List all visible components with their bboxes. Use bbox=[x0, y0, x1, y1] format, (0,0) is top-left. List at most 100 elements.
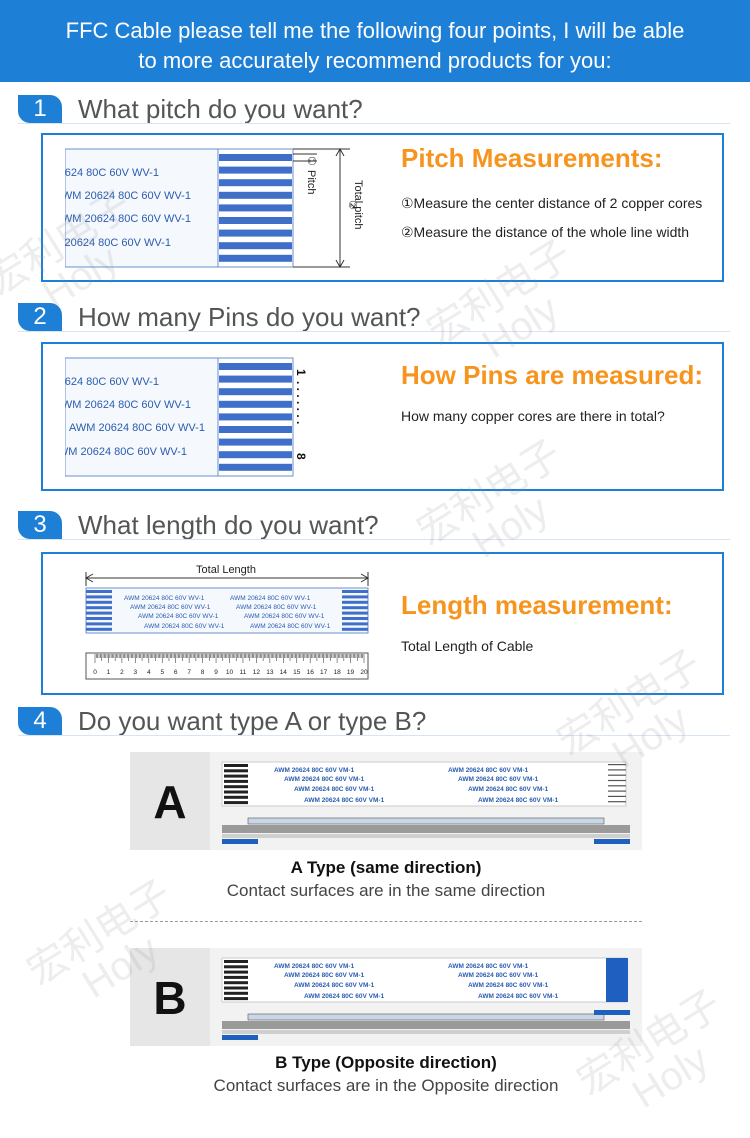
type-title: B Type (Opposite direction) bbox=[275, 1053, 497, 1072]
letter-box bbox=[130, 948, 210, 1046]
cable-print: AWM 20624 80C 60V VM-1 bbox=[468, 786, 549, 793]
side-view bbox=[222, 1021, 630, 1029]
side-view bbox=[247, 1013, 605, 1021]
cable-print: AWM 20624 80C 60V VM-1 bbox=[274, 767, 355, 774]
copper-core bbox=[86, 617, 112, 620]
arrow bbox=[335, 147, 345, 269]
type-b-image: B AWM 20624 80C 60V VM-1 AWM 20624 80C 60V… bbox=[130, 948, 642, 1046]
cable-body bbox=[221, 761, 627, 807]
ruler-label: 5 bbox=[160, 669, 164, 676]
ruler-label: 10 bbox=[226, 669, 234, 676]
cable-print: AWM 20624 80C 60V WV-1 bbox=[65, 190, 191, 202]
copper-core bbox=[224, 764, 248, 767]
type-title: A Type (same direction) bbox=[290, 858, 482, 877]
copper-core bbox=[342, 627, 368, 631]
panel bbox=[41, 552, 724, 695]
ruler-label: 17 bbox=[320, 669, 328, 676]
cable-print: AWM 20624 80C 60V VM-1 bbox=[284, 972, 365, 979]
copper-core bbox=[608, 779, 626, 782]
copper-core bbox=[224, 970, 248, 974]
ruler-label: 7 bbox=[187, 669, 191, 676]
section-question: What length do you want? bbox=[78, 510, 379, 540]
copper-core bbox=[224, 981, 248, 985]
panel bbox=[41, 133, 724, 282]
divider bbox=[18, 331, 730, 332]
side-view bbox=[222, 1030, 630, 1034]
cable-print: AWM 20624 80C 60V VM-1 bbox=[478, 993, 559, 1000]
copper-core bbox=[219, 363, 292, 370]
ruler-label: 3 bbox=[134, 669, 138, 676]
copper-core bbox=[342, 600, 368, 604]
copper-core bbox=[219, 166, 292, 174]
note: ①Measure the center distance of 2 copper… bbox=[401, 195, 703, 211]
copper-core bbox=[86, 590, 112, 593]
copper-core bbox=[224, 986, 248, 990]
copper-core bbox=[224, 975, 248, 979]
ruler-label: 19 bbox=[347, 669, 355, 676]
ruler-label: 8 bbox=[201, 669, 205, 676]
copper-core bbox=[224, 795, 248, 799]
length-diagram: Total Length AWM 20624 80C 60V WV-1 AWM 20… bbox=[84, 564, 370, 680]
copper-core bbox=[608, 774, 626, 776]
ruler-label: 9 bbox=[214, 669, 218, 676]
copper-core bbox=[219, 217, 292, 224]
pitch-diagram: AWM 20624 80C 60V WV-1 AWM 20624 80C 60V … bbox=[65, 147, 364, 269]
pin-label: . . . . . . . bbox=[294, 381, 308, 424]
section-number: 2 bbox=[18, 303, 62, 331]
copper-core bbox=[219, 191, 292, 199]
side-view bbox=[222, 834, 630, 838]
header-line: to more accurately recommend products fo… bbox=[138, 48, 612, 73]
copper-core bbox=[224, 997, 248, 1001]
cable-print: AWM 20624 80C 60V WV-1 bbox=[236, 604, 317, 611]
dashed-divider bbox=[130, 921, 642, 922]
copper-core bbox=[219, 438, 292, 446]
cable-print: AWM 20624 80C 60V VM-1 bbox=[448, 963, 529, 970]
dim-label: Total pitch bbox=[352, 180, 364, 230]
ruler-label: 2 bbox=[120, 669, 124, 676]
cable-print: AWM 20624 80C 60V VM-1 bbox=[478, 797, 559, 804]
contact bbox=[606, 958, 628, 1002]
cable-print: AWM 20624 80C 60V WV-1 bbox=[69, 422, 205, 434]
ruler-label: 16 bbox=[307, 669, 315, 676]
copper-core bbox=[219, 413, 292, 421]
copper-core bbox=[219, 463, 292, 471]
cable-print: AWM 20624 80C 60V WV-1 bbox=[65, 446, 187, 458]
copper-core bbox=[224, 801, 248, 805]
cable-print: AWM 20624 80C 60V VM-1 bbox=[274, 963, 355, 970]
copper-core bbox=[219, 154, 292, 161]
copper-core bbox=[342, 622, 368, 626]
panel-title: Pitch Measurements: bbox=[401, 143, 663, 173]
section-number: 3 bbox=[18, 511, 62, 539]
cable-print: AWM 20624 80C 60V WV-1 bbox=[65, 237, 171, 249]
panel-title: Length measurement: bbox=[401, 590, 673, 620]
copper-core bbox=[342, 590, 368, 593]
dim-label: ② bbox=[346, 200, 358, 210]
copper-core bbox=[86, 595, 112, 599]
copper-core bbox=[219, 375, 292, 383]
copper-core bbox=[342, 617, 368, 620]
note: Total Length of Cable bbox=[401, 638, 534, 654]
panel bbox=[41, 342, 724, 491]
copper-core bbox=[224, 774, 248, 778]
cable-print: AWM 20624 80C 60V WV-1 bbox=[144, 623, 225, 630]
note: ②Measure the distance of the whole line … bbox=[401, 224, 690, 240]
panel-title: How Pins are measured: bbox=[401, 360, 703, 390]
note: How many copper cores are there in total… bbox=[401, 408, 665, 424]
header: FFC Cable please tell me the following f… bbox=[0, 0, 750, 82]
section-number: 1 bbox=[18, 95, 62, 123]
ruler-label: 13 bbox=[266, 669, 274, 676]
cable-print: AWM 20624 80C 60V WV-1 bbox=[244, 613, 325, 620]
contact-side bbox=[594, 1010, 630, 1015]
copper-core bbox=[219, 242, 292, 250]
copper-core bbox=[219, 400, 292, 408]
copper-core bbox=[608, 790, 626, 792]
dim-label: Total Length bbox=[196, 564, 256, 576]
ruler-label: 14 bbox=[280, 669, 288, 676]
cable-print: AWM 20624 80C 60V WV-1 bbox=[65, 167, 159, 179]
copper-core bbox=[219, 426, 292, 433]
copper-core bbox=[219, 179, 292, 187]
contact-side bbox=[222, 839, 258, 844]
copper-core bbox=[608, 795, 626, 797]
copper-core bbox=[86, 622, 112, 626]
